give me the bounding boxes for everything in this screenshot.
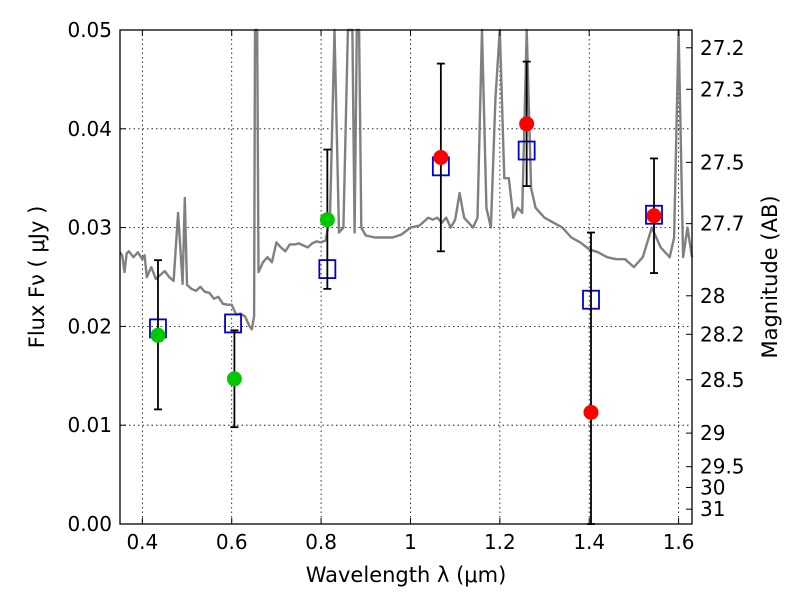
photometry-point — [646, 208, 662, 224]
y-tick-label: 0.03 — [67, 216, 112, 240]
y2-tick-label: 30 — [700, 475, 725, 499]
photometry-point — [319, 212, 335, 228]
y-tick-label: 0.04 — [67, 117, 112, 141]
x-tick-label: 1.4 — [573, 530, 605, 554]
x-tick-label: 1.6 — [663, 530, 695, 554]
y2-tick-label: 27.5 — [700, 150, 745, 174]
x-tick-label: 0.6 — [216, 530, 248, 554]
y2-tick-label: 28.5 — [700, 368, 745, 392]
y2-tick-label: 29.5 — [700, 455, 745, 479]
y2-tick-label: 29 — [700, 421, 725, 445]
y2-tick-label: 27.7 — [700, 212, 745, 236]
y2-tick-label: 28 — [700, 284, 725, 308]
photometry-point — [519, 116, 535, 132]
x-tick-label: 1.2 — [484, 530, 516, 554]
photometry-point — [150, 327, 166, 343]
y2-tick-label: 27.3 — [700, 77, 745, 101]
y2-tick-label: 31 — [700, 497, 725, 521]
photometry-markers — [149, 60, 663, 525]
model-square-marker — [224, 313, 242, 334]
axis-ticks: 0.4 0.6 0.8 1 1.2 1.4 1.6 0.00 0.01 0.02 0.03 0.04 0… — [67, 18, 744, 554]
y2-tick-label: 28.2 — [700, 322, 745, 346]
photometry-point — [433, 149, 449, 165]
photometry-point — [583, 404, 599, 420]
plot-frame — [119, 29, 693, 525]
x-tick-label: 0.4 — [126, 530, 158, 554]
spectrum-line — [119, 28, 694, 331]
x-tick-label: 0.8 — [305, 530, 337, 554]
grid-lines — [120, 29, 692, 525]
photometry-point — [226, 371, 242, 387]
y2-axis-label: Magnitude (AB) — [758, 195, 782, 358]
y-tick-label: 0.02 — [67, 314, 112, 338]
y-tick-label: 0.00 — [67, 512, 112, 536]
y2-tick-label: 27.2 — [700, 36, 745, 60]
y-axis-label: Flux Fν ( μJy ) — [25, 206, 49, 349]
y-tick-label: 0.01 — [67, 413, 112, 437]
x-axis-label: Wavelength λ (μm) — [306, 563, 507, 587]
y-tick-label: 0.05 — [67, 18, 112, 42]
x-tick-label: 1 — [404, 530, 417, 554]
spectrum-series — [119, 28, 694, 331]
